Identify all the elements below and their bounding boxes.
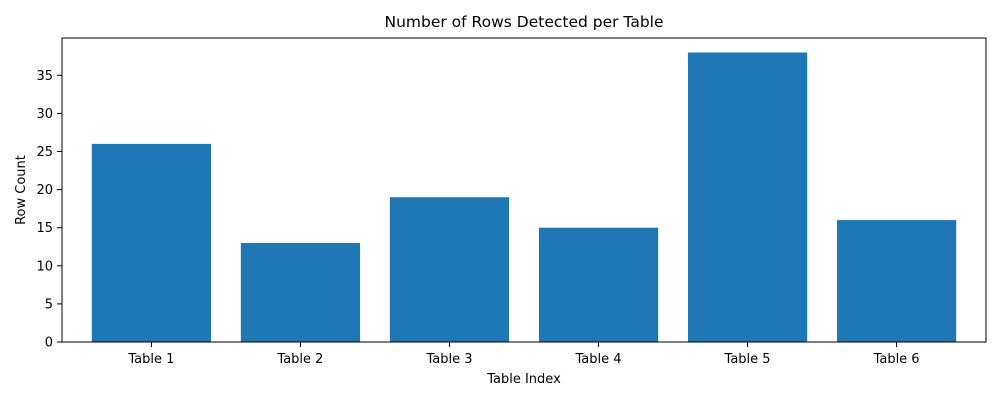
y-tick-label: 0: [45, 336, 53, 351]
x-tick-label: Table 2: [276, 352, 323, 367]
y-tick-label: 30: [36, 107, 53, 122]
y-axis-ticks: 0 5 10 15 20 25 30 35: [36, 69, 62, 351]
y-tick-label: 15: [36, 221, 53, 236]
y-tick-label: 5: [45, 297, 53, 312]
x-tick-label: Table 5: [724, 352, 771, 367]
x-tick-label: Table 1: [127, 352, 174, 367]
x-tick-label: Table 6: [873, 352, 920, 367]
x-tick-label: Table 4: [575, 352, 622, 367]
y-tick-label: 25: [36, 145, 53, 160]
bar-table-3: [389, 197, 510, 342]
bar-table-2: [240, 242, 361, 342]
bar-table-5: [687, 52, 808, 342]
y-axis-label: Row Count: [14, 155, 29, 225]
x-tick-label: Table 3: [425, 352, 472, 367]
y-tick-label: 20: [36, 183, 53, 198]
x-axis-ticks: Table 1 Table 2 Table 3 Table 4 Table 5 Table…: [127, 342, 920, 367]
y-tick-label: 35: [36, 69, 53, 84]
bar-table-6: [836, 220, 957, 342]
bars-group: [91, 52, 957, 342]
x-axis-label: Table Index: [486, 372, 561, 387]
bar-table-4: [538, 227, 659, 342]
y-tick-label: 10: [36, 259, 53, 274]
plot-frame: [61, 37, 987, 343]
chart-title: Number of Rows Detected per Table: [384, 13, 663, 31]
bar-table-1: [91, 143, 212, 342]
